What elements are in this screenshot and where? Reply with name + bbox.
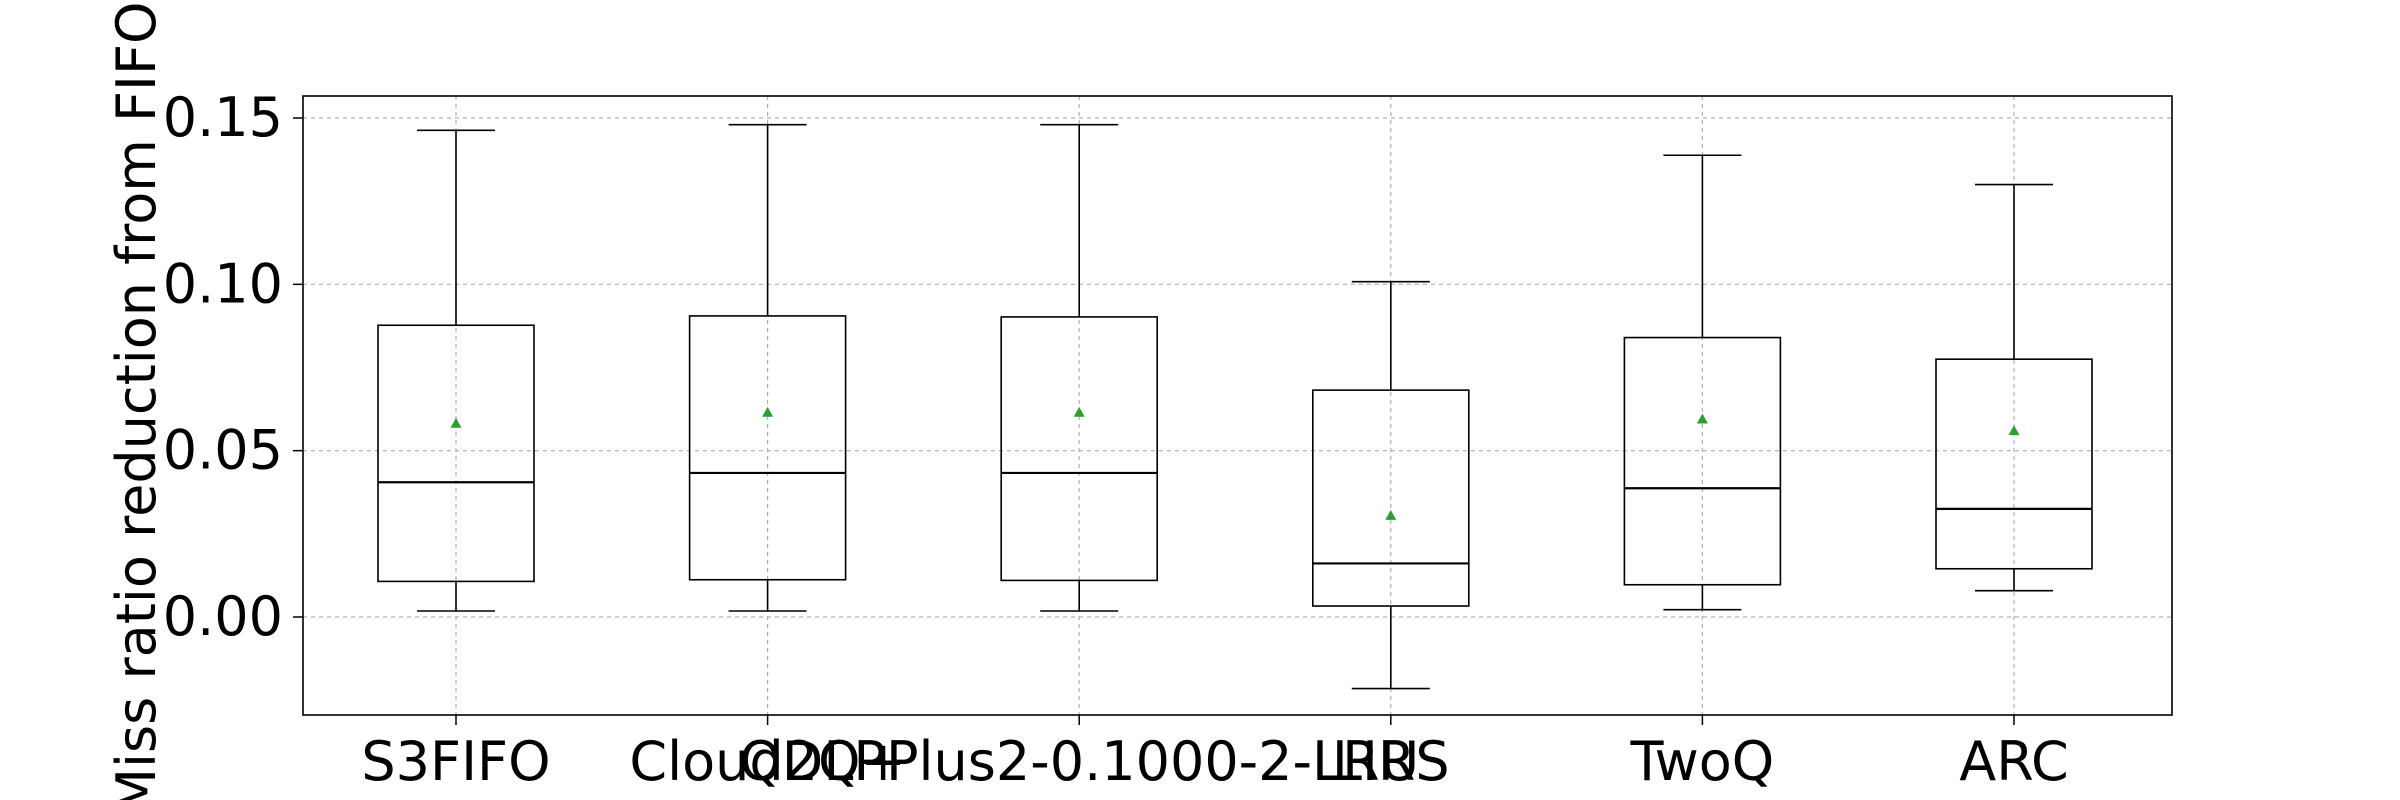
grid-layer xyxy=(303,96,2172,715)
box-group xyxy=(1312,280,1470,690)
box-group xyxy=(377,129,535,612)
y-tick-layer: 0.00 0.05 0.10 0.15 xyxy=(163,86,303,648)
y-tick-label: 0.05 xyxy=(163,419,283,482)
box-group xyxy=(688,123,847,612)
mean-marker xyxy=(762,406,774,417)
x-tick-label: S3FIFO xyxy=(361,730,550,793)
x-tick-label: TwoQ xyxy=(1630,730,1775,793)
x-tick-layer: S3FIFO Cloud2Q+QDLPPlus2-0.1000-2-LRULIRS… xyxy=(361,715,2069,793)
box-layer xyxy=(377,123,2093,690)
mean-marker xyxy=(1073,406,1085,417)
box-group xyxy=(1623,154,1782,611)
iqr-box xyxy=(1312,389,1470,607)
plot-frame xyxy=(302,95,2173,716)
mean-marker xyxy=(450,417,462,428)
mean-marker xyxy=(2008,425,2020,436)
x-tick-label: ARC xyxy=(1959,730,2068,793)
mean-marker xyxy=(1385,510,1397,520)
x-tick-label: LIRS xyxy=(1332,730,1450,793)
mean-marker xyxy=(1696,413,1708,424)
y-tick-label: 0.00 xyxy=(163,585,283,648)
y-axis-label: Miss ratio reduction from FIFO xyxy=(105,1,168,800)
x-tick-label: Cloud2Q+ xyxy=(629,730,905,793)
box-group xyxy=(1935,183,2093,592)
iqr-box xyxy=(1000,316,1159,582)
iqr-box xyxy=(1935,358,2093,570)
box-group xyxy=(1000,123,1159,612)
y-tick-label: 0.15 xyxy=(163,86,283,149)
axes-layer xyxy=(302,95,2173,716)
iqr-box xyxy=(377,324,535,583)
y-tick-label: 0.10 xyxy=(163,252,283,315)
iqr-box xyxy=(688,315,847,581)
x-tick-label: QDLPPlus2-0.1000-2-LRU xyxy=(739,730,1419,793)
iqr-box xyxy=(1623,336,1782,586)
